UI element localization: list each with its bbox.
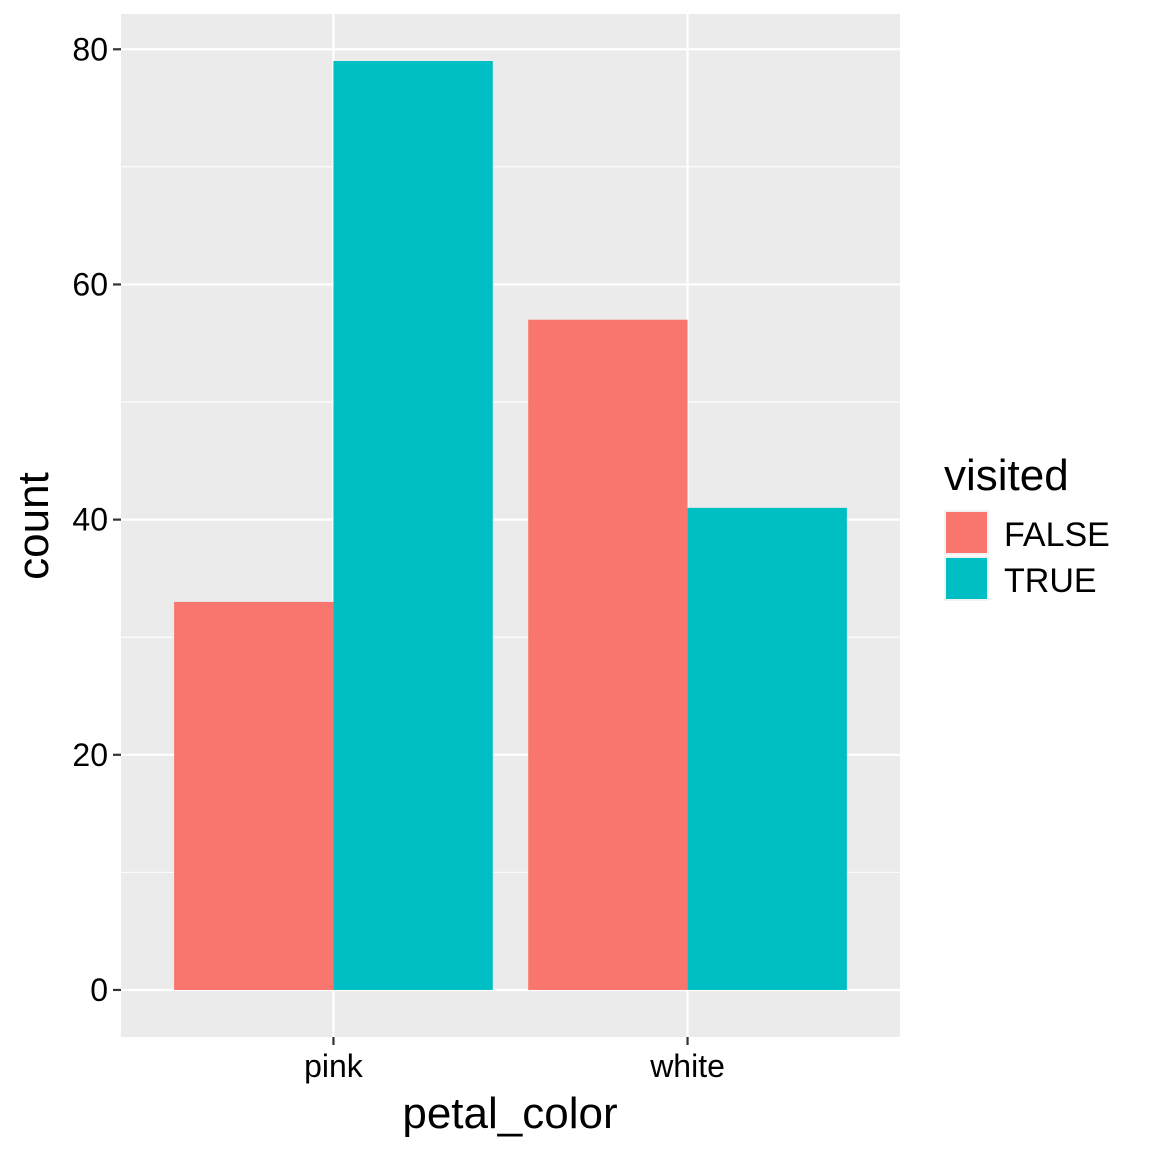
bar-true-white: [687, 507, 847, 990]
bars: [174, 61, 847, 990]
legend-swatch-false: [946, 512, 987, 553]
legend-title: visited: [944, 451, 1069, 500]
y-tick-label: 0: [90, 972, 108, 1008]
x-tick-label: white: [649, 1048, 725, 1084]
y-tick-label: 60: [72, 266, 108, 302]
legend-swatch-true: [946, 558, 987, 599]
y-tick-label: 40: [72, 502, 108, 538]
axes: 0 20 40 60 80 pink white: [72, 31, 724, 1084]
x-axis-title: petal_color: [402, 1089, 617, 1138]
legend-label-true: TRUE: [1004, 562, 1097, 600]
legend: visited FALSE TRUE: [944, 451, 1110, 601]
y-axis-title: count: [9, 472, 58, 580]
bar-false-white: [528, 319, 688, 990]
y-tick-label: 20: [72, 737, 108, 773]
bar-true-pink: [333, 61, 493, 990]
legend-label-false: FALSE: [1004, 516, 1110, 554]
x-tick-label: pink: [304, 1048, 364, 1084]
y-tick-label: 80: [72, 31, 108, 67]
bar-false-pink: [174, 601, 334, 990]
